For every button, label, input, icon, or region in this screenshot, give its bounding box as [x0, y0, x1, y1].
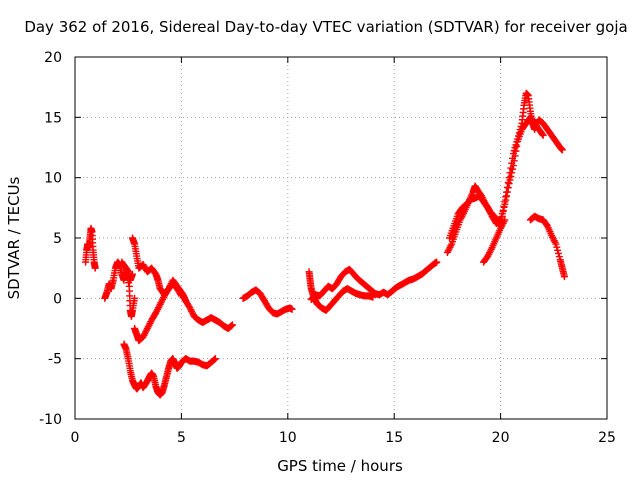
data-point [131, 294, 139, 302]
data-point [121, 263, 129, 271]
data-point [177, 290, 185, 298]
x-axis-label: GPS time / hours [277, 457, 403, 475]
data-point [555, 253, 563, 261]
x-tick-label: 25 [598, 430, 616, 446]
series-seg3 [118, 258, 139, 320]
data-point [501, 200, 509, 208]
series-seg9 [307, 258, 441, 304]
x-tick-label: 20 [492, 430, 510, 446]
series-seg6 [120, 340, 219, 399]
data-point [509, 165, 517, 173]
data-point [498, 210, 506, 218]
series-seg1 [82, 224, 99, 272]
series-seg7 [239, 286, 296, 318]
data-point [504, 184, 512, 192]
data-point [433, 258, 441, 266]
series-seg5 [131, 280, 185, 345]
x-tick-label: 15 [385, 430, 403, 446]
data-point [553, 243, 561, 251]
data-point [506, 176, 514, 184]
x-tick-label: 10 [279, 430, 297, 446]
data-point [509, 162, 517, 170]
data-point [228, 322, 236, 330]
data-point [503, 188, 511, 196]
data-point [510, 157, 518, 165]
data-point [499, 206, 507, 214]
data-point [128, 270, 136, 278]
data-point [538, 130, 546, 138]
x-tick-label: 0 [71, 430, 80, 446]
y-tick-label: -10 [39, 412, 62, 428]
data-point [505, 180, 513, 188]
data-point [513, 142, 521, 150]
data-point [507, 172, 515, 180]
series-seg11 [446, 113, 547, 242]
y-tick-label: -5 [48, 352, 62, 368]
series-seg13 [526, 212, 568, 281]
data-point [500, 203, 508, 211]
y-tick-label: 0 [53, 291, 62, 307]
series-seg4 [128, 234, 236, 332]
data-point [539, 131, 547, 139]
data-point [177, 292, 185, 300]
data-point [503, 192, 511, 200]
data-point [91, 264, 99, 272]
y-tick-label: 10 [44, 171, 62, 187]
data-point [554, 249, 562, 257]
data-point [228, 321, 236, 329]
data-point [502, 196, 510, 204]
x-tick-label: 5 [177, 430, 186, 446]
y-tick-label: 5 [53, 231, 62, 247]
data-point [501, 216, 509, 224]
marks-layer [82, 89, 568, 399]
series-seg12 [480, 216, 509, 266]
ticks-layer: 0 5 10 15 20 25 -10 -5 0 5 10 15 20 [39, 50, 616, 446]
data-point [560, 273, 568, 281]
data-point [511, 152, 519, 160]
y-axis-label: SDTVAR / TECUs [5, 176, 23, 299]
data-point [211, 355, 219, 363]
data-point [288, 305, 296, 313]
y-tick-label: 20 [44, 50, 62, 66]
data-point [497, 213, 505, 221]
y-tick-label: 15 [44, 110, 62, 126]
chart-title: Day 362 of 2016, Sidereal Day-to-day VTE… [24, 18, 627, 36]
data-point [211, 355, 219, 363]
data-point [508, 169, 516, 177]
data-point [554, 246, 562, 254]
data-point [552, 240, 560, 248]
data-point [512, 147, 520, 155]
data-point [558, 146, 566, 154]
